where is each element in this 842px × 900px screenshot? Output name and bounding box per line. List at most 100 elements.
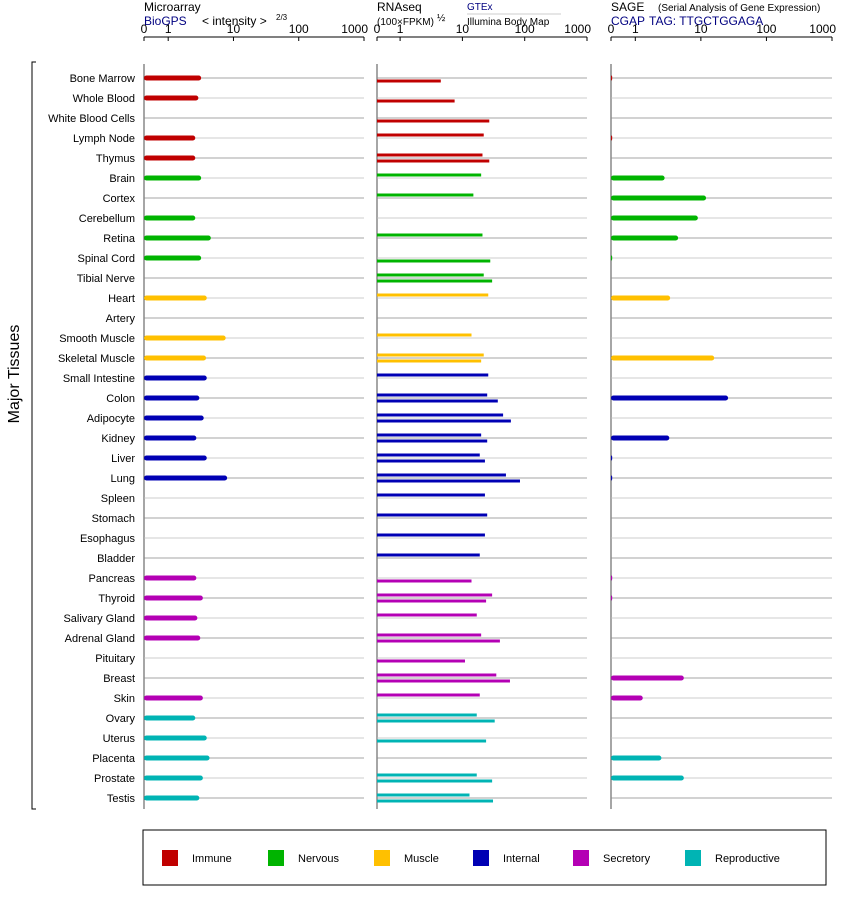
tissue-label: Thymus [96, 153, 136, 165]
legend-label: Muscle [404, 853, 439, 865]
tick-label: 10 [456, 22, 470, 36]
tissue-label: Kidney [101, 433, 135, 445]
tissue-row: Adrenal Gland [65, 633, 832, 645]
panel-title: SAGE [611, 0, 644, 14]
bar-microarray [144, 375, 207, 381]
bar-gtex [377, 433, 482, 437]
tissue-label: Ovary [106, 713, 136, 725]
bar-gtex [377, 393, 488, 397]
tissue-row: Salivary Gland [63, 613, 832, 625]
bar-microarray [144, 175, 202, 181]
bar-microarray [144, 575, 197, 581]
bar-microarray [144, 255, 202, 261]
bar-ibm [377, 599, 487, 603]
tissue-row: Uterus [103, 733, 832, 745]
tissue-row: Lymph Node [73, 133, 832, 145]
tissue-label: Adipocyte [87, 413, 135, 425]
tissue-row: Pancreas [89, 573, 832, 585]
bar-gtex [377, 633, 482, 637]
bar-sage [611, 175, 665, 181]
legend-label: Immune [192, 853, 232, 865]
y-axis-label: Major Tissues [6, 325, 23, 424]
tissue-row: Stomach [92, 513, 832, 525]
bar-ibm [377, 779, 493, 783]
bar-ibm [377, 739, 487, 743]
panel-title: RNAseq [377, 0, 422, 14]
tissue-row: Smooth Muscle [59, 333, 832, 345]
bar-ibm [377, 159, 490, 163]
bar-sage [611, 195, 707, 201]
panel-unit-exponent: ½ [437, 13, 446, 24]
bar-ibm [377, 659, 465, 663]
tissue-row: Pituitary [95, 653, 832, 665]
tissue-label: Bladder [97, 553, 135, 565]
tissue-row: Cortex [103, 193, 832, 205]
bar-ibm [377, 99, 455, 103]
tissue-row: Bone Marrow [70, 73, 832, 85]
tissue-label: Thyroid [98, 593, 135, 605]
bar-gtex [377, 293, 489, 297]
tick-label: 10 [694, 22, 708, 36]
bar-ibm [377, 259, 491, 263]
tissue-row: Cerebellum [79, 213, 832, 225]
bar-gtex [377, 673, 497, 677]
legend-swatch [685, 850, 701, 866]
bar-sage [611, 595, 613, 601]
tissue-label: Spleen [101, 493, 135, 505]
tissue-label: Cortex [103, 193, 136, 205]
bar-microarray [144, 595, 203, 601]
bar-microarray [144, 75, 202, 81]
tick-label: 1000 [341, 22, 368, 36]
tissue-row: Esophagus [80, 533, 832, 545]
tissue-row: Spinal Cord [78, 253, 832, 265]
bar-gtex [377, 533, 485, 537]
legend-label: Reproductive [715, 853, 780, 865]
bar-sage [611, 255, 613, 261]
bar-gtex [377, 593, 493, 597]
panel-source-gtex: GTEx [467, 2, 493, 13]
bar-ibm [377, 719, 495, 723]
legend-swatch [473, 850, 489, 866]
bar-microarray [144, 695, 203, 701]
bar-gtex [377, 773, 477, 777]
bar-gtex [377, 713, 477, 717]
tissue-row: Small Intestine [63, 373, 832, 385]
bar-sage [611, 235, 679, 241]
bar-ibm [377, 639, 500, 643]
bar-ibm [377, 579, 472, 583]
tissue-row: Skeletal Muscle [58, 353, 832, 365]
tissue-label: Lymph Node [73, 133, 135, 145]
bar-gtex [377, 453, 480, 457]
tissues-bracket [31, 61, 36, 810]
panel-unit: < intensity > [202, 14, 267, 28]
tissue-row: Ovary [106, 713, 832, 725]
bar-microarray [144, 295, 207, 301]
bar-microarray [144, 395, 200, 401]
tissue-label: Pancreas [89, 573, 136, 585]
bar-gtex [377, 793, 470, 797]
panel-unit-exponent: 2/3 [276, 13, 288, 22]
bar-gtex [377, 273, 484, 277]
tissue-row: Placenta [92, 753, 832, 765]
legend-label: Internal [503, 853, 540, 865]
legend-label: Nervous [298, 853, 339, 865]
tissue-row: Kidney [101, 433, 832, 445]
tissue-row: Prostate [94, 773, 832, 785]
bar-gtex [377, 513, 488, 517]
tissue-row: Skin [114, 693, 832, 705]
bar-microarray [144, 435, 197, 441]
tissue-row: Testis [107, 793, 832, 805]
tick-label: 100 [515, 22, 535, 36]
tissue-row: Bladder [97, 553, 832, 565]
tick-label: 10 [227, 22, 241, 36]
tissue-row: Colon [106, 393, 832, 405]
tick-label: 1 [632, 22, 639, 36]
tick-label: 0 [608, 22, 615, 36]
bar-gtex [377, 133, 484, 137]
bar-ibm [377, 799, 494, 803]
bar-gtex [377, 153, 483, 157]
panel-2: SAGE (Serial Analysis of Gene Expression)… [608, 0, 836, 809]
panel-unit: (100×FPKM) [377, 17, 434, 28]
